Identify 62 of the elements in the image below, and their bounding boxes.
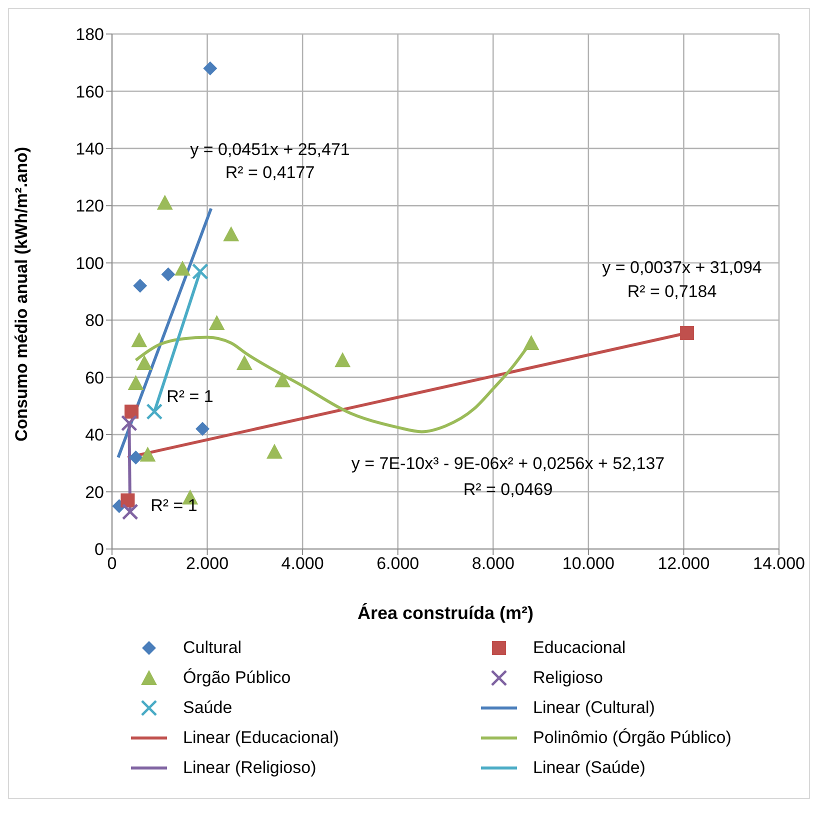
y-tick-label: 80	[85, 311, 104, 330]
legend-label: Linear (Cultural)	[533, 698, 655, 718]
point	[208, 314, 225, 330]
annotation: R² = 0,4177	[225, 163, 315, 183]
annotation: R² = 0,7184	[627, 282, 717, 302]
point	[196, 422, 210, 436]
x-tick-label: 14.000	[753, 554, 805, 574]
point	[133, 278, 148, 293]
y-tick-label: 100	[76, 254, 104, 273]
point	[124, 404, 139, 419]
legend-label: Saúde	[183, 698, 232, 718]
point	[120, 493, 135, 508]
point	[131, 332, 148, 348]
point	[192, 263, 208, 280]
y-axis-title: Consumo médio anual (kWh/m².ano)	[12, 146, 32, 442]
point	[140, 446, 156, 462]
annotation: R² = 1	[166, 387, 214, 407]
y-tick-label: 0	[94, 540, 104, 560]
annotation: y = 0,0451x + 25,471	[190, 140, 350, 160]
point	[122, 504, 138, 520]
point	[223, 226, 240, 242]
annotation: y = 0,0037x + 31,094	[602, 258, 762, 278]
x-tick-label: 0	[107, 554, 117, 574]
y-tick-label: 140	[76, 139, 104, 158]
x-axis-title: Área construída (m²)	[357, 603, 534, 623]
point	[136, 355, 152, 370]
point	[203, 61, 218, 76]
point	[120, 414, 138, 432]
y-tick-label: 20	[85, 482, 104, 502]
y-tick-label: 40	[85, 426, 104, 445]
point	[128, 375, 144, 390]
point	[334, 352, 351, 368]
point	[174, 260, 191, 276]
point	[236, 355, 252, 370]
point	[146, 403, 163, 420]
y-tick-label: 180	[76, 25, 104, 44]
point	[161, 267, 176, 282]
x-tick-label: 2.000	[186, 554, 229, 574]
point	[128, 450, 143, 464]
legend-label: Linear (Educacional)	[183, 728, 339, 748]
point	[680, 326, 694, 340]
x-tick-label: 4.000	[281, 554, 324, 574]
x-tick-label: 10.000	[562, 554, 614, 574]
x-tick-label: 8.000	[472, 554, 514, 574]
annotation: R² = 0,0469	[463, 480, 553, 500]
legend-label: Polinômio (Órgão Público)	[533, 728, 732, 748]
annotation: y = 7E-10x³ - 9E-06x² + 0,0256x + 52,137	[351, 454, 665, 474]
point	[274, 372, 291, 388]
x-tick-label: 12.000	[658, 554, 710, 574]
y-tick-label: 160	[76, 82, 104, 102]
legend-label: Educacional	[533, 638, 626, 658]
legend-label: Cultural	[183, 638, 242, 658]
point	[266, 444, 282, 459]
legend-label: Linear (Religioso)	[183, 758, 316, 778]
legend-label: Órgão Público	[183, 668, 291, 688]
point	[156, 194, 173, 210]
x-tick-label: 6.000	[376, 554, 420, 574]
y-tick-label: 120	[76, 196, 104, 216]
y-tick-label: 60	[85, 368, 104, 388]
legend-label: Religioso	[533, 668, 603, 688]
legend-label: Linear (Saúde)	[533, 758, 646, 778]
point	[523, 335, 540, 350]
